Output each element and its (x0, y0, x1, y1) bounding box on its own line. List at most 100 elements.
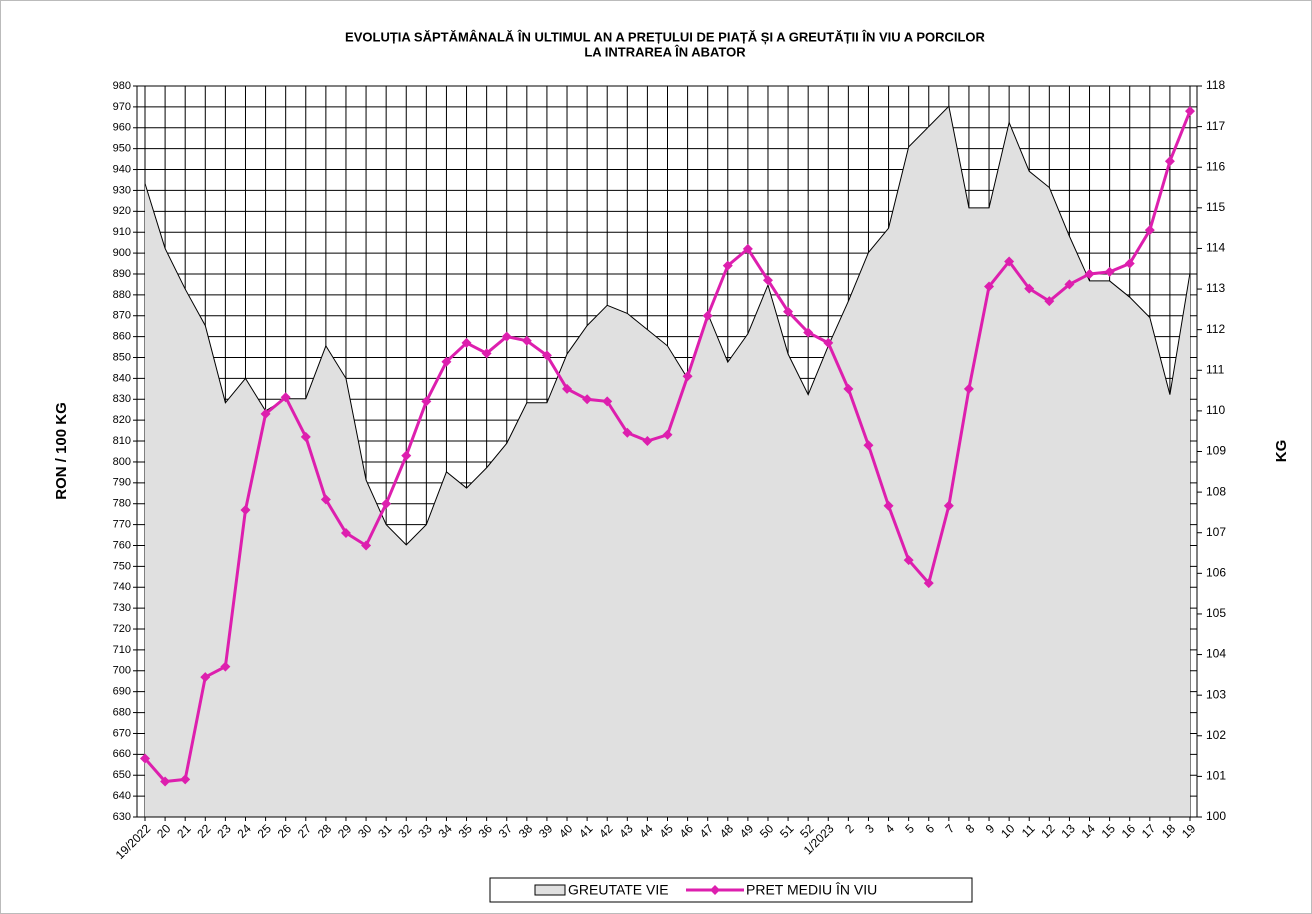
point (662, 429, 673, 440)
y-tick-label: 710 (113, 644, 131, 656)
chart-title: EVOLUȚIA SĂPTĂMÂNALĂ ÎN ULTIMUL AN A PRE… (345, 29, 985, 44)
y2-tick-label: 117 (1206, 119, 1225, 133)
y2-tick-label: 105 (1206, 606, 1226, 620)
point (280, 392, 291, 403)
y2-tick-label: 100 (1206, 809, 1226, 823)
y-tick-label: 830 (113, 393, 131, 405)
y2-tick-label: 108 (1206, 484, 1226, 498)
y2-tick-label: 113 (1206, 281, 1225, 295)
point (923, 578, 934, 589)
y2-tick-label: 101 (1206, 769, 1226, 783)
y2-tick-label: 115 (1206, 200, 1225, 214)
area-fill (145, 106, 1190, 818)
y-tick-label: 700 (113, 665, 131, 677)
y-tick-label: 910 (113, 226, 131, 238)
point (200, 672, 211, 683)
point (340, 527, 351, 538)
area-line (144, 105, 1191, 546)
point (1144, 225, 1155, 236)
point (622, 427, 633, 438)
y2-tick-label: 114 (1206, 241, 1225, 255)
y-tick-label: 750 (113, 560, 131, 572)
y-tick-label: 740 (113, 581, 131, 593)
y2-tick-label: 107 (1206, 525, 1226, 539)
point (361, 540, 372, 551)
point (1164, 156, 1175, 167)
point (682, 371, 693, 382)
point (943, 500, 954, 511)
point (300, 431, 311, 442)
y-tick-label: 890 (113, 268, 131, 280)
point (381, 498, 392, 509)
y-tick-label: 720 (113, 623, 131, 635)
point (562, 383, 573, 394)
legend-label: PRET MEDIU ÎN VIU (746, 882, 877, 898)
point (722, 260, 733, 271)
y2-tick-label: 111 (1206, 362, 1225, 376)
y-tick-label: 980 (113, 80, 131, 92)
y2-tick-label: 102 (1206, 728, 1226, 742)
point (602, 396, 613, 407)
legend-swatch (534, 884, 566, 896)
point (260, 408, 271, 419)
y-tick-label: 800 (113, 456, 131, 468)
point (441, 356, 452, 367)
point (762, 275, 773, 286)
y2-axis-label: KG (1273, 440, 1290, 463)
point (642, 436, 653, 447)
y-tick-label: 790 (113, 477, 131, 489)
point (461, 337, 472, 348)
point (984, 281, 995, 292)
y2-tick-label: 104 (1206, 647, 1226, 661)
point (903, 555, 914, 566)
point (742, 243, 753, 254)
point (1044, 296, 1055, 307)
point (843, 383, 854, 394)
chart-subtitle: LA INTRAREA ÎN ABATOR (584, 44, 746, 59)
y-tick-label: 930 (113, 184, 131, 196)
y-tick-label: 640 (113, 790, 131, 802)
point (702, 310, 713, 321)
legend-label: GREUTATE VIE (568, 882, 669, 898)
point (541, 350, 552, 361)
y-tick-label: 770 (113, 519, 131, 531)
point (783, 306, 794, 317)
y-tick-label: 900 (113, 247, 131, 259)
point (963, 383, 974, 394)
point (421, 396, 432, 407)
y-tick-label: 660 (113, 748, 131, 760)
y-tick-label: 850 (113, 351, 131, 363)
y-tick-label: 860 (113, 331, 131, 343)
point (521, 335, 532, 346)
point (803, 327, 814, 338)
y-tick-label: 690 (113, 686, 131, 698)
y-tick-label: 810 (113, 435, 131, 447)
y2-tick-label: 118 (1206, 78, 1225, 92)
point (401, 450, 412, 461)
y-tick-label: 970 (113, 101, 131, 113)
y-tick-label: 650 (113, 769, 131, 781)
plot-border (136, 85, 1198, 818)
y2-tick-label: 116 (1206, 159, 1225, 173)
y-axis-label: RON / 100 KG (53, 402, 70, 500)
point (883, 500, 894, 511)
y-tick-label: 920 (113, 205, 131, 217)
y-tick-label: 950 (113, 143, 131, 155)
point (1185, 106, 1195, 117)
legend-marker (710, 885, 720, 895)
point (1104, 266, 1115, 277)
y2-tick-label: 106 (1206, 566, 1226, 580)
point (1084, 268, 1095, 279)
y-tick-label: 670 (113, 727, 131, 739)
point (180, 774, 191, 785)
point (823, 337, 834, 348)
point (140, 753, 150, 764)
point (481, 348, 492, 359)
y2-tick-label: 109 (1206, 444, 1226, 458)
point (582, 394, 593, 405)
y2-tick-label: 112 (1206, 322, 1225, 336)
point (1124, 258, 1135, 269)
y-tick-label: 630 (113, 811, 131, 823)
